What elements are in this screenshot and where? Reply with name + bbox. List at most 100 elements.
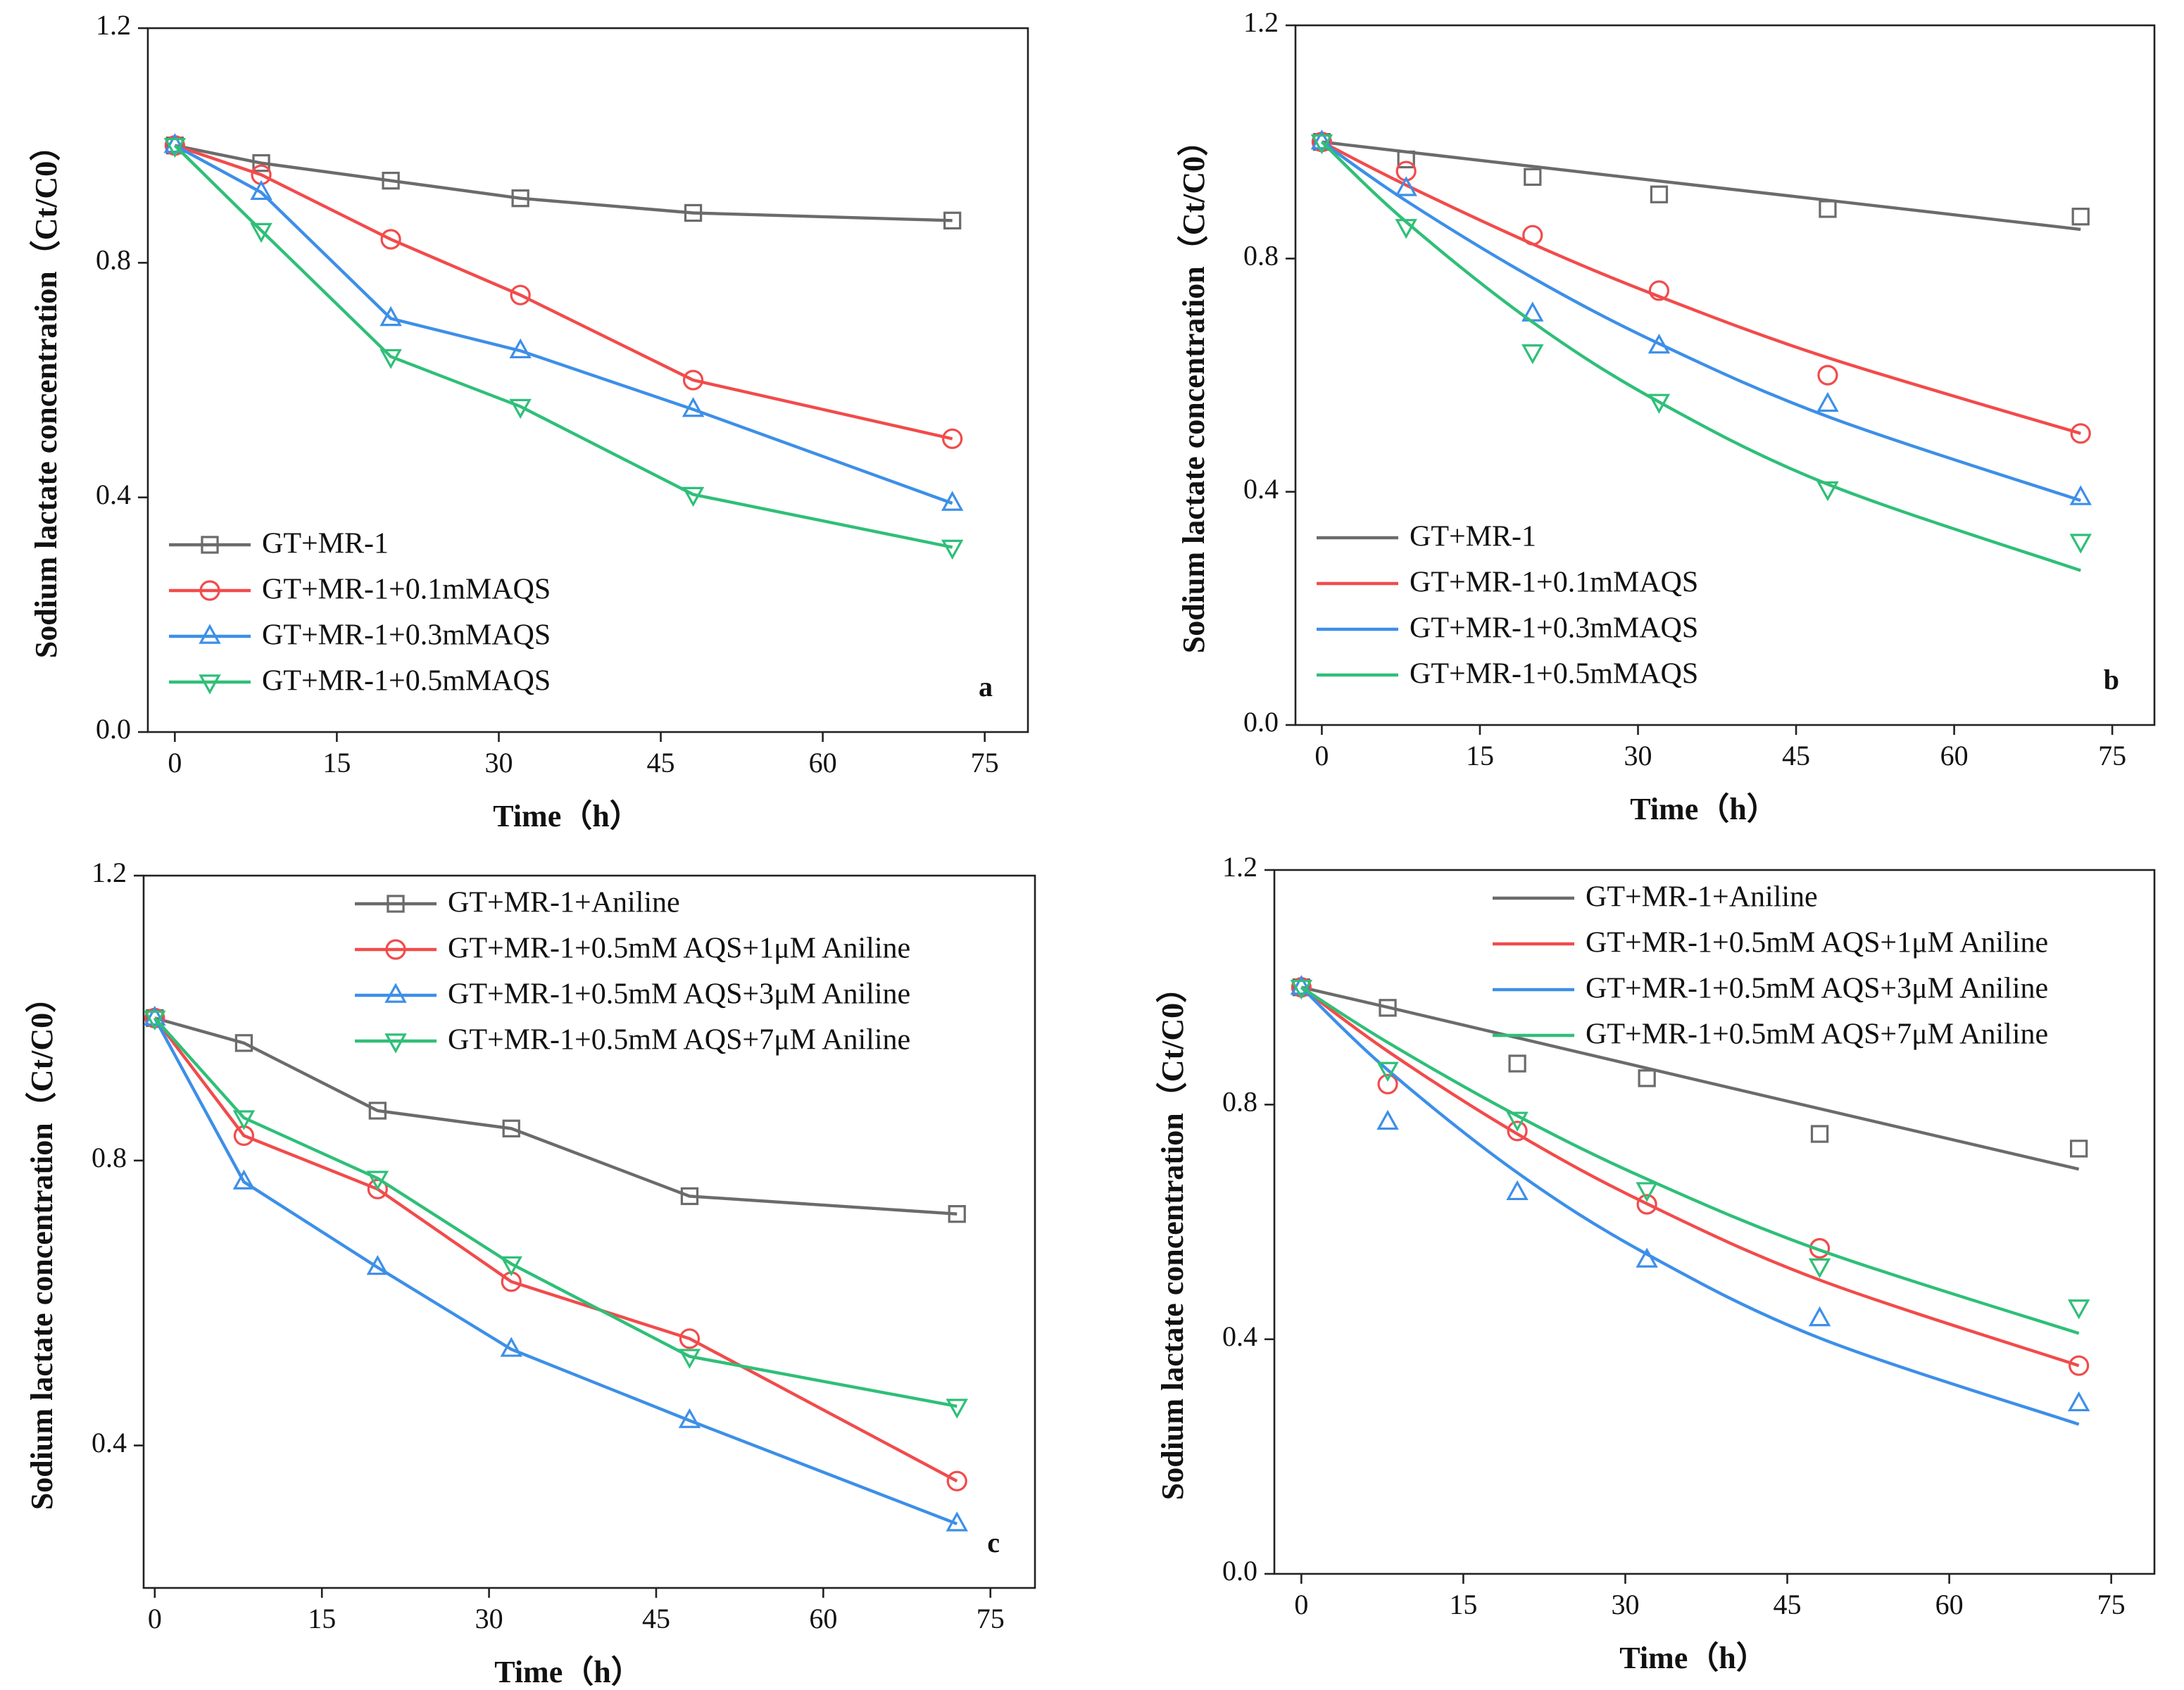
plot-frame	[142, 874, 1036, 1589]
x-tick-label: 0	[1314, 740, 1329, 771]
marker	[946, 1511, 968, 1532]
marker	[250, 222, 272, 244]
series-line	[154, 1016, 958, 1216]
marker	[379, 305, 402, 327]
y-axis-label: Sodium lactate concentration（Ct/C0）	[1176, 125, 1211, 653]
x-tick-label: 0	[168, 747, 182, 778]
x-tick-label: 30	[1624, 740, 1652, 771]
panel-label: a	[979, 671, 993, 702]
legend-label: GT+MR-1+0.5mM AQS+7μM Aniline	[448, 1024, 910, 1057]
y-tick-label: 0.0	[1243, 706, 1279, 738]
marker	[948, 1205, 966, 1223]
marker	[1636, 1182, 1658, 1202]
x-tick-label: 15	[308, 1603, 336, 1634]
marker	[1310, 130, 1333, 150]
series-line	[153, 1017, 958, 1483]
panel-label: b	[2104, 664, 2119, 695]
x-tick-label: 15	[322, 747, 351, 778]
marker	[250, 179, 272, 201]
marker	[941, 491, 964, 511]
y-tick-label: 0.8	[1222, 1086, 1257, 1118]
x-tick-label: 30	[484, 747, 513, 778]
marker	[1808, 1258, 1831, 1279]
legend-marker	[199, 624, 221, 644]
marker	[509, 398, 532, 420]
x-tick-label: 60	[809, 1603, 837, 1634]
x-tick-label: 45	[642, 1603, 670, 1634]
x-tick-label: 30	[475, 1603, 503, 1634]
x-tick-label: 60	[1935, 1589, 1964, 1620]
marker	[1819, 200, 1837, 218]
legend-marker	[384, 983, 407, 1003]
marker	[2071, 208, 2090, 226]
marker	[1648, 280, 1670, 301]
marker	[144, 1010, 166, 1030]
marker	[1808, 1306, 1831, 1327]
plot-frame	[1294, 24, 2156, 726]
marker	[1648, 333, 1671, 354]
series-line	[173, 144, 953, 549]
y-tick-label: 0.4	[92, 1427, 127, 1458]
x-tick-label: 60	[809, 747, 837, 778]
y-tick-label: 1.2	[92, 857, 127, 888]
y-tick-label: 0.0	[1222, 1555, 1257, 1587]
marker	[252, 154, 270, 172]
legend-label: GT+MR-1	[262, 528, 389, 560]
marker	[1506, 1111, 1529, 1132]
marker	[1395, 176, 1417, 196]
legend-marker	[199, 580, 220, 601]
legend-marker	[387, 895, 405, 913]
marker	[1310, 134, 1333, 155]
marker	[1636, 1247, 1658, 1268]
x-axis-label: Time（h）	[494, 1655, 641, 1689]
y-tick-label: 0.8	[96, 244, 131, 276]
y-tick-label: 0.0	[96, 713, 131, 745]
y-tick-label: 0.4	[1243, 473, 1279, 505]
legend-label: GT+MR-1+0.5mM AQS+3μM Aniline	[1586, 973, 2048, 1005]
x-tick-label: 75	[977, 1603, 1005, 1634]
marker	[232, 1169, 256, 1190]
series-line	[153, 1017, 958, 1525]
x-tick-label: 15	[1466, 740, 1494, 771]
legend-label: GT+MR-1+Aniline	[1586, 881, 1818, 914]
marker	[232, 1110, 256, 1130]
fit-curve	[1300, 986, 2080, 1426]
legend-marker	[199, 674, 221, 695]
x-tick-label: 45	[1782, 740, 1810, 771]
marker	[1508, 1054, 1526, 1073]
x-tick-label: 75	[2098, 740, 2126, 771]
x-tick-label: 60	[1940, 740, 1969, 771]
x-axis-label: Time（h）	[1630, 792, 1777, 826]
y-tick-label: 0.4	[1222, 1320, 1257, 1352]
y-tick-label: 0.8	[92, 1142, 127, 1173]
y-tick-label: 1.2	[96, 9, 131, 41]
marker	[1650, 185, 1669, 203]
marker	[510, 284, 531, 305]
y-tick-label: 1.2	[1243, 6, 1279, 38]
marker	[678, 1349, 701, 1369]
marker	[943, 211, 962, 229]
fit-curve	[1321, 140, 2081, 435]
marker	[684, 203, 703, 222]
marker	[2069, 485, 2092, 505]
marker	[234, 1034, 253, 1052]
marker	[1290, 979, 1313, 1000]
marker	[1379, 999, 1397, 1017]
y-tick-label: 1.2	[1222, 851, 1257, 883]
panel-label: c	[987, 1527, 1000, 1558]
legend-label: GT+MR-1+0.3mMAQS	[1410, 612, 1698, 645]
legend-label: GT+MR-1+0.5mMAQS	[262, 665, 551, 698]
marker	[1507, 1121, 1528, 1142]
legend-label: GT+MR-1+0.5mMAQS	[1410, 658, 1698, 690]
marker	[163, 137, 187, 158]
plot-frame	[1273, 869, 2156, 1575]
x-tick-label: 0	[148, 1603, 162, 1634]
marker	[1521, 344, 1544, 365]
legend-label: GT+MR-1+0.5mM AQS+1μM Aniline	[1586, 927, 2048, 959]
marker	[941, 539, 964, 560]
marker	[2070, 423, 2091, 444]
x-tick-label: 45	[1774, 1589, 1802, 1620]
marker	[1377, 1073, 1398, 1095]
plot-frame	[146, 27, 1029, 733]
